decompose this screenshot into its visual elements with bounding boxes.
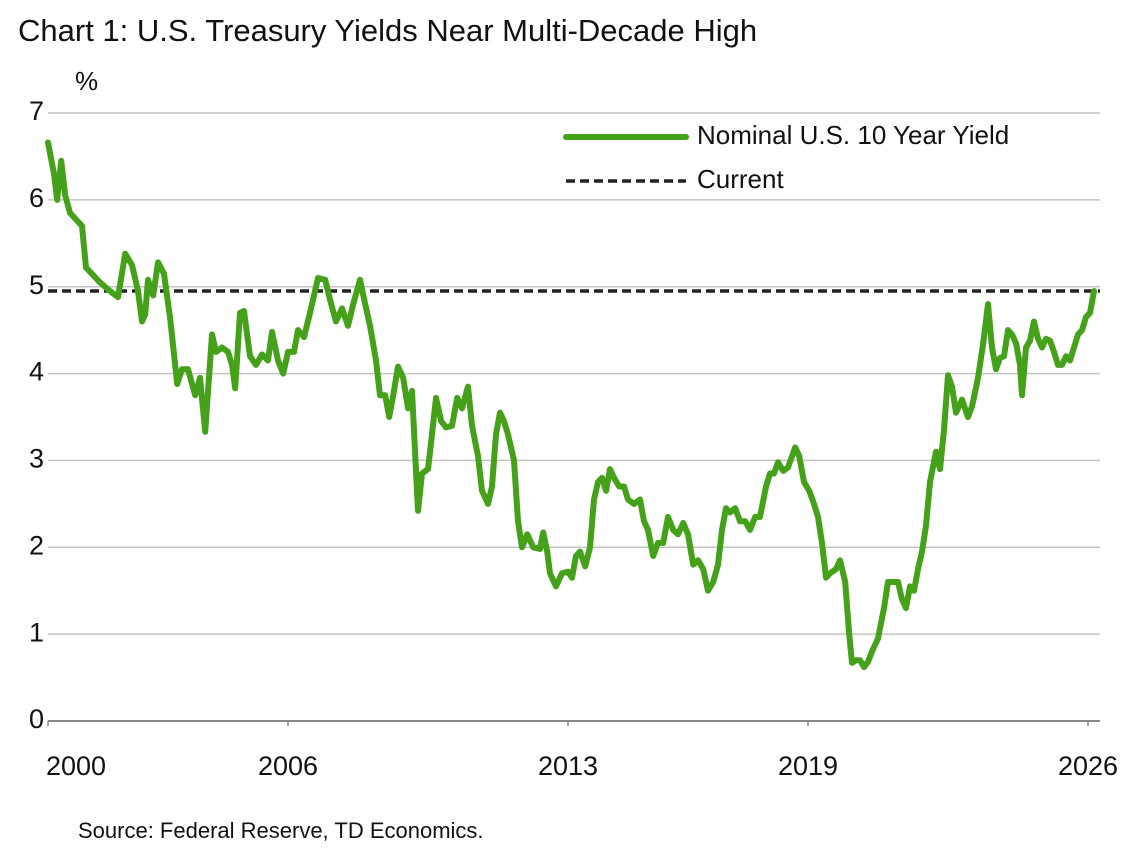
x-tick-label: 2013 — [538, 751, 598, 781]
x-tick-label: 2026 — [1058, 751, 1118, 781]
legend-label: Nominal U.S. 10 Year Yield — [697, 120, 1009, 150]
y-tick-label: 6 — [29, 183, 44, 213]
y-tick-label: 7 — [29, 96, 44, 126]
y-tick-label: 4 — [29, 357, 44, 387]
y-tick-label: 0 — [29, 704, 44, 734]
source: Source: Federal Reserve, TD Economics. — [78, 818, 484, 843]
data-line — [45, 139, 1097, 671]
chart-title: Chart 1: U.S. Treasury Yields Near Multi… — [18, 13, 757, 48]
y-tick-label: 2 — [29, 530, 44, 560]
y-axis-label: % — [75, 66, 98, 96]
y-tick-label: 1 — [29, 617, 44, 647]
legend-label: Current — [697, 164, 784, 194]
x-tick-label: 2000 — [46, 751, 106, 781]
y-tick-label: 3 — [29, 444, 44, 474]
y-tick-label: 5 — [29, 270, 44, 300]
x-tick-label: 2006 — [258, 751, 318, 781]
x-tick-label: 2019 — [778, 751, 838, 781]
